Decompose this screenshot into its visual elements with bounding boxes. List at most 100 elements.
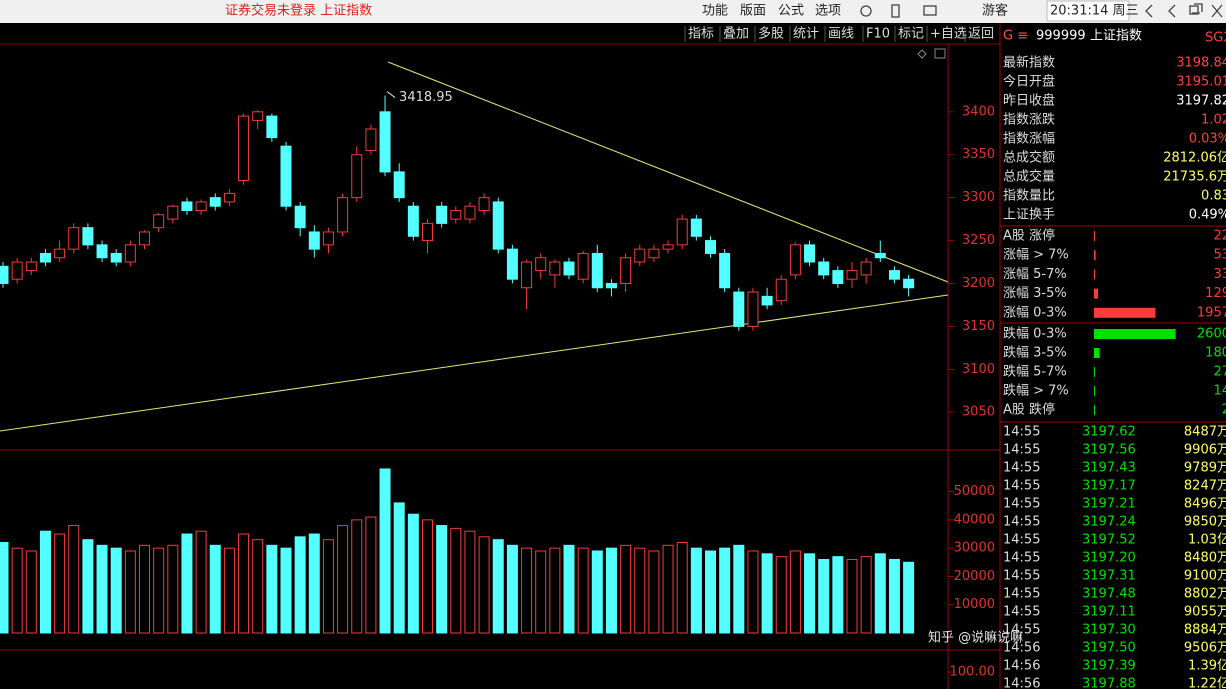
stat-value: 0.49% xyxy=(1189,208,1226,223)
tick-price: 3197.24 xyxy=(1082,515,1136,530)
breadth-label: 涨幅 0-3% xyxy=(1003,305,1067,320)
volume-bar xyxy=(322,539,334,634)
toolbar-button[interactable]: 指标 xyxy=(688,27,714,42)
breadth-count: 2 xyxy=(1222,403,1226,418)
volume-bar xyxy=(110,547,122,634)
candle-body xyxy=(478,197,490,212)
breadth-label: 跌幅 5-7% xyxy=(1003,364,1067,380)
window-icons[interactable] xyxy=(860,3,1223,18)
breadth-count: 33 xyxy=(1213,267,1226,282)
candle-body xyxy=(662,244,674,250)
volume-bar xyxy=(747,550,759,634)
candle-body xyxy=(25,261,37,272)
volume-bar xyxy=(733,544,745,634)
volume-bar xyxy=(181,533,193,634)
y-tick-label: 50000 xyxy=(954,484,995,499)
breadth-count: 1957 xyxy=(1197,305,1226,320)
breadth-label: 跌幅 0-3% xyxy=(1003,326,1067,342)
candle-body xyxy=(591,252,603,289)
stat-label: 总成交量 xyxy=(1003,169,1055,185)
volume-bar xyxy=(365,516,377,634)
breadth-count: 53 xyxy=(1213,248,1226,263)
breadth-bar xyxy=(1094,348,1100,358)
breadth-bar xyxy=(1094,329,1176,339)
candle-body xyxy=(209,197,221,207)
menu-item[interactable]: 公式 xyxy=(778,4,804,19)
y-tick-label: 3050 xyxy=(962,405,995,420)
candle-body xyxy=(365,128,377,151)
user[interactable]: 游客 xyxy=(982,3,1008,19)
volume-bar xyxy=(535,550,547,634)
candle-body xyxy=(874,252,886,259)
toolbar-button[interactable]: 统计 xyxy=(793,27,819,42)
candle-body xyxy=(322,231,334,246)
tick-price: 3197.50 xyxy=(1082,641,1136,656)
breadth-count: 129 xyxy=(1205,286,1226,301)
toolbar-button[interactable]: 多股 xyxy=(758,26,784,42)
candle-body xyxy=(676,218,688,246)
candle-body xyxy=(521,261,533,289)
tick-time: 14:55 xyxy=(1003,623,1040,638)
toolbar-button[interactable]: 画线 xyxy=(828,27,854,42)
volume-bar xyxy=(351,519,363,634)
breadth-count: 14 xyxy=(1213,384,1226,399)
y-tick-label: 3250 xyxy=(962,233,995,248)
menu-item[interactable]: 选项 xyxy=(815,4,841,19)
tick-volume: 8884万 xyxy=(1184,623,1226,638)
tick-volume: 9850万 xyxy=(1184,515,1226,530)
volume-bar xyxy=(874,553,886,634)
candle-body xyxy=(195,201,207,212)
breadth-bar xyxy=(1094,367,1095,377)
volume-bar xyxy=(789,550,801,634)
tick-time: 14:55 xyxy=(1003,533,1040,548)
tick-price: 3197.62 xyxy=(1082,425,1136,440)
toolbar-button[interactable]: 返回 xyxy=(968,27,994,42)
volume-bar xyxy=(549,547,561,634)
toolbar-button[interactable]: +自选 xyxy=(930,27,967,42)
candle-body xyxy=(747,291,759,327)
volume-bar xyxy=(761,553,773,634)
volume-bar xyxy=(846,558,858,634)
candle-body xyxy=(124,244,136,263)
tick-price: 3197.21 xyxy=(1082,497,1136,512)
breadth-label: 涨幅 5-7% xyxy=(1003,267,1067,282)
tick-price: 3197.11 xyxy=(1082,605,1136,620)
trend-line xyxy=(0,294,949,432)
candle-body xyxy=(223,192,235,203)
y-tick-label: 3350 xyxy=(962,147,995,162)
breadth-count: 2600 xyxy=(1197,327,1226,342)
login-status[interactable]: 证券交易未登录 上证指数 xyxy=(225,3,372,19)
peak-label: 3418.95 xyxy=(399,90,453,105)
stat-value: 3198.84 xyxy=(1176,56,1226,71)
chart-icons[interactable] xyxy=(917,48,946,59)
volume-bar xyxy=(39,530,51,634)
menu-item[interactable]: 版面 xyxy=(740,4,766,19)
toolbar-button[interactable]: F10 xyxy=(866,27,890,42)
menu-item[interactable]: 功能 xyxy=(702,4,728,19)
volume-bar xyxy=(266,544,278,634)
candle-body xyxy=(705,240,716,254)
volume-bar xyxy=(337,525,349,634)
candle-body xyxy=(39,252,51,263)
toolbar-button[interactable]: 标记 xyxy=(898,27,924,42)
watermark: 知乎 @说嘛说嘛 xyxy=(928,630,1023,646)
y-tick-label: 3400 xyxy=(962,104,995,119)
volume-bar xyxy=(11,547,23,634)
breadth-count: 22 xyxy=(1213,229,1226,244)
trend-line xyxy=(387,61,949,283)
tick-price: 3197.31 xyxy=(1082,569,1136,584)
volume-bar xyxy=(379,468,391,634)
stat-value: 21735.6万 xyxy=(1163,170,1226,185)
stock-code: 999999 xyxy=(1036,29,1086,44)
toolbar-button[interactable]: 叠加 xyxy=(723,27,749,42)
stock-name: 上证指数 xyxy=(1090,29,1142,44)
volume-bar xyxy=(662,544,674,634)
volume-bar xyxy=(139,544,150,634)
candle-body xyxy=(761,295,773,306)
tick-price: 3197.17 xyxy=(1082,479,1136,494)
candle-body xyxy=(818,261,830,276)
volume-bar xyxy=(676,542,688,634)
y-tick-label: 20000 xyxy=(954,569,995,584)
breadth-label: 跌幅 3-5% xyxy=(1003,345,1067,361)
volume-bar xyxy=(25,550,37,634)
